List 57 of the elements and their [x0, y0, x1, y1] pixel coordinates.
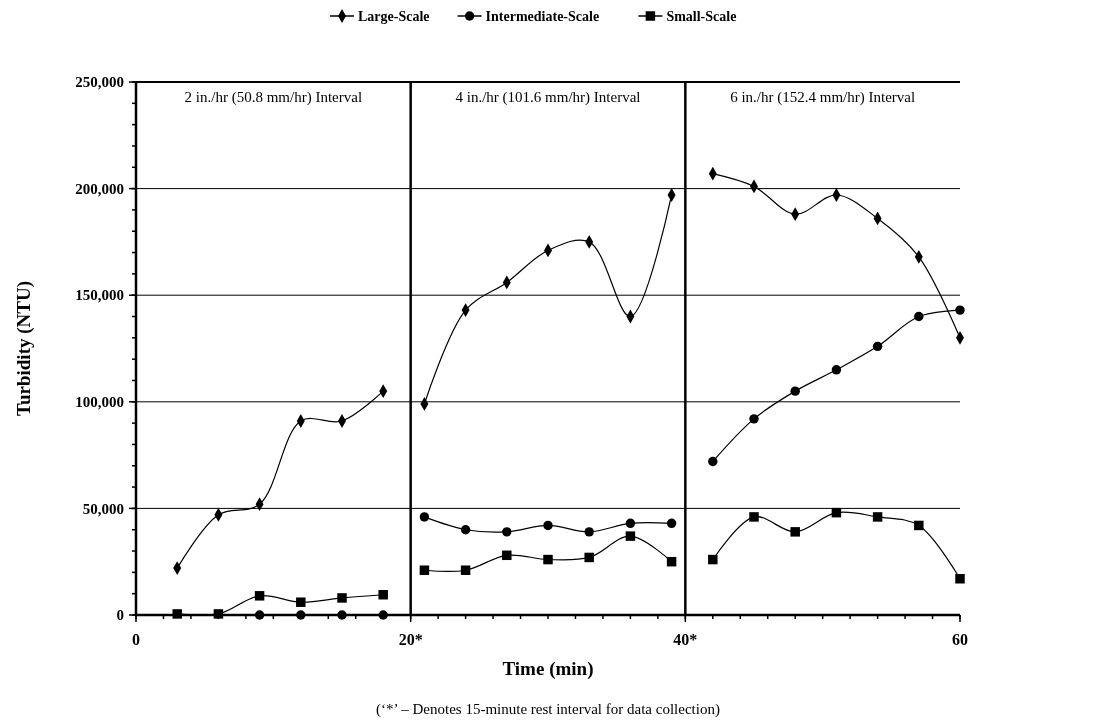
point [625, 518, 636, 529]
annotation: 4 in./hr (101.6 mm/hr) Interval [455, 89, 641, 106]
point [419, 512, 430, 522]
point [666, 556, 677, 567]
y-tick-label: 150,000 [75, 287, 124, 304]
y-tick-label: 200,000 [75, 180, 124, 197]
point [502, 550, 512, 561]
y-tick-label: 0 [116, 607, 124, 624]
point [708, 456, 718, 467]
point [378, 590, 388, 600]
point [296, 610, 306, 620]
y-tick-label: 100,000 [75, 394, 124, 411]
y-tick-label: 250,000 [75, 74, 124, 91]
point [955, 305, 965, 315]
point [708, 554, 718, 565]
y-tick-label: 50,000 [82, 500, 124, 517]
x-tick-label: 40* [673, 631, 698, 648]
point [502, 527, 512, 537]
point [955, 574, 965, 584]
point [872, 341, 883, 352]
x-tick-label: 0 [132, 631, 140, 648]
point [213, 609, 224, 619]
point [378, 610, 388, 620]
point [172, 609, 182, 619]
point [254, 591, 265, 601]
legend-label: Large-Scale [358, 8, 430, 24]
point [584, 527, 594, 537]
point [872, 512, 883, 522]
point [337, 593, 347, 603]
point [296, 597, 306, 607]
point [790, 527, 800, 537]
point [831, 365, 842, 375]
point [914, 520, 924, 531]
point [749, 414, 759, 424]
legend-label: Intermediate-Scale [485, 8, 600, 24]
point [543, 554, 553, 565]
point [337, 610, 347, 620]
point [254, 610, 265, 620]
point [419, 565, 430, 575]
point [460, 525, 471, 535]
point [749, 512, 759, 522]
annotation: 2 in./hr (50.8 mm/hr) Interval [184, 89, 363, 106]
point [543, 520, 553, 531]
x-tick-label: 60 [952, 631, 968, 648]
y-axis-title: Turbidity (NTU) [13, 281, 35, 416]
point [584, 552, 594, 563]
legend-label: Small-Scale [666, 8, 737, 24]
point [666, 518, 677, 529]
annotation: 6 in./hr (152.4 mm/hr) Interval [730, 89, 916, 106]
point [460, 565, 471, 575]
point [831, 507, 842, 518]
point [914, 311, 924, 322]
point [790, 386, 800, 396]
point [625, 531, 636, 541]
x-tick-label: 20* [398, 631, 423, 648]
text: (‘*’ – Denotes 15-minute rest interval for data collection) [376, 701, 720, 718]
x-axis-title: Time (min) [502, 658, 594, 680]
